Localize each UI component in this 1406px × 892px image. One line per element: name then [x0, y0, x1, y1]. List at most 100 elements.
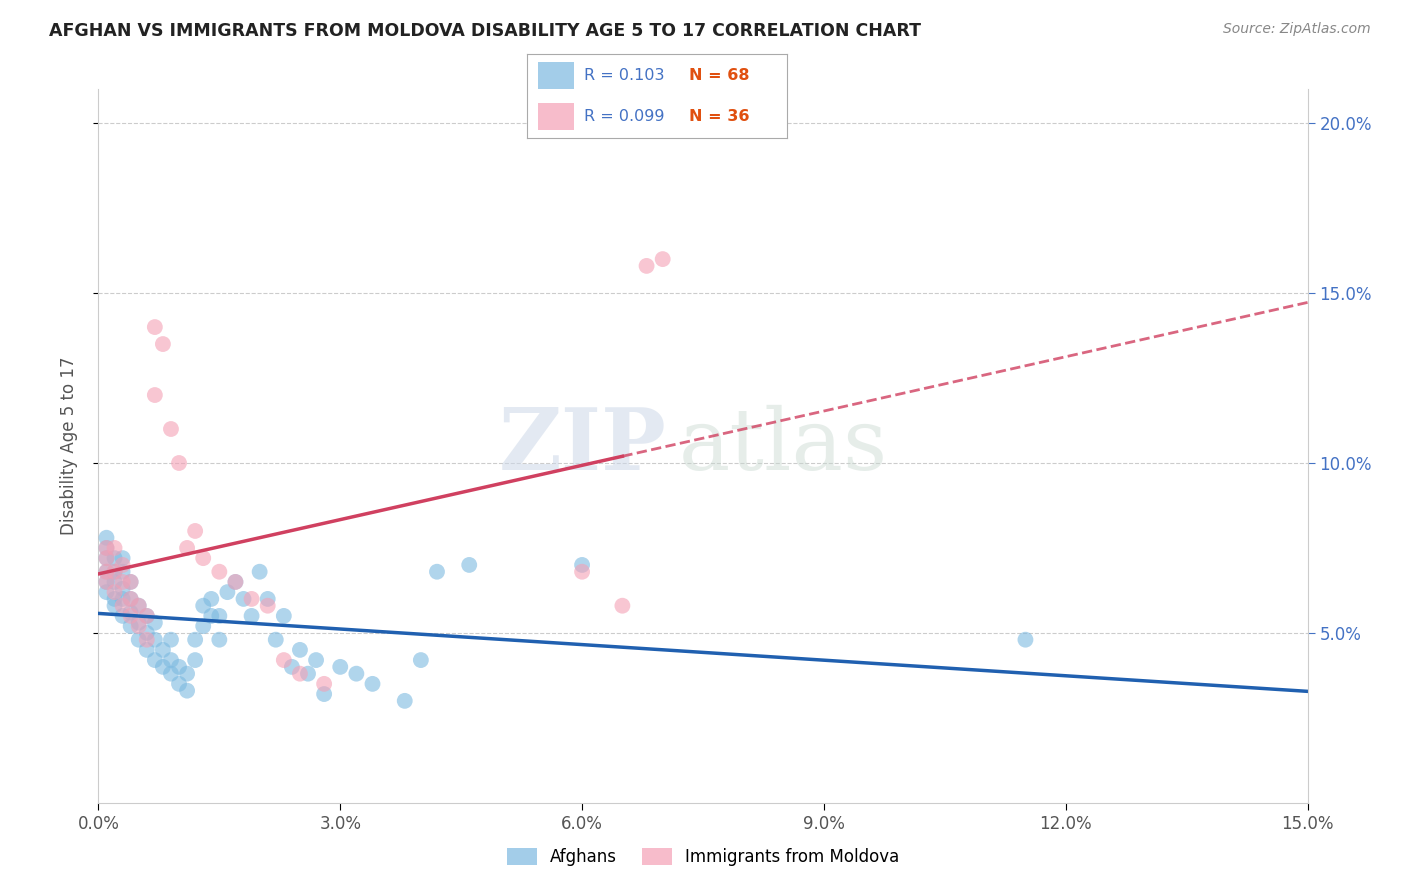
Point	[184, 524, 207, 538]
Point	[120, 619, 142, 633]
Point	[111, 582, 134, 596]
Point	[103, 585, 125, 599]
Point	[96, 531, 118, 545]
Point	[120, 574, 142, 589]
Point	[96, 574, 118, 589]
Point	[329, 660, 352, 674]
Point	[409, 653, 432, 667]
Point	[120, 608, 142, 623]
Point	[96, 585, 118, 599]
Point	[135, 608, 157, 623]
Point	[256, 599, 278, 613]
Point	[111, 608, 134, 623]
Point	[208, 565, 231, 579]
Point	[143, 632, 166, 647]
Point	[135, 643, 157, 657]
Point	[120, 591, 142, 606]
Point	[176, 666, 198, 681]
Point	[314, 687, 336, 701]
Point	[167, 456, 190, 470]
Point	[394, 694, 416, 708]
Point	[200, 591, 222, 606]
Point	[273, 653, 295, 667]
Point	[143, 388, 166, 402]
Point	[96, 565, 118, 579]
Point	[120, 591, 142, 606]
FancyBboxPatch shape	[537, 62, 574, 89]
Point	[184, 632, 207, 647]
FancyBboxPatch shape	[537, 103, 574, 130]
Point	[160, 666, 183, 681]
Point	[120, 606, 142, 620]
Point	[111, 574, 134, 589]
Text: N = 36: N = 36	[689, 109, 749, 124]
Point	[314, 677, 336, 691]
Point	[1014, 632, 1036, 647]
Point	[200, 608, 222, 623]
Point	[152, 643, 174, 657]
Text: R = 0.103: R = 0.103	[585, 68, 665, 83]
Point	[305, 653, 328, 667]
Point	[240, 608, 263, 623]
Point	[96, 551, 118, 566]
Point	[103, 541, 125, 555]
Point	[160, 632, 183, 647]
Point	[160, 653, 183, 667]
Text: R = 0.099: R = 0.099	[585, 109, 665, 124]
Point	[111, 565, 134, 579]
Point	[152, 660, 174, 674]
Point	[96, 551, 118, 566]
Point	[273, 608, 295, 623]
Point	[103, 551, 125, 566]
Point	[256, 591, 278, 606]
Point	[111, 551, 134, 566]
Point	[120, 574, 142, 589]
Point	[249, 565, 271, 579]
Point	[143, 615, 166, 630]
Point	[96, 574, 118, 589]
Point	[111, 591, 134, 606]
Point	[96, 565, 118, 579]
Point	[176, 541, 198, 555]
Point	[281, 660, 304, 674]
Point	[103, 565, 125, 579]
Point	[361, 677, 384, 691]
Point	[571, 558, 593, 572]
Point	[217, 585, 239, 599]
Point	[193, 599, 215, 613]
Point	[636, 259, 658, 273]
Point	[111, 558, 134, 572]
Point	[103, 591, 125, 606]
Point	[128, 632, 150, 647]
Point	[458, 558, 481, 572]
Point	[96, 541, 118, 555]
Point	[344, 666, 367, 681]
Point	[612, 599, 634, 613]
Text: AFGHAN VS IMMIGRANTS FROM MOLDOVA DISABILITY AGE 5 TO 17 CORRELATION CHART: AFGHAN VS IMMIGRANTS FROM MOLDOVA DISABI…	[49, 22, 921, 40]
Point	[176, 683, 198, 698]
Point	[135, 608, 157, 623]
Point	[152, 337, 174, 351]
Point	[143, 653, 166, 667]
Point	[128, 615, 150, 630]
Point	[128, 599, 150, 613]
Y-axis label: Disability Age 5 to 17: Disability Age 5 to 17	[59, 357, 77, 535]
Point	[288, 643, 311, 657]
Point	[208, 632, 231, 647]
Point	[103, 574, 125, 589]
Point	[160, 422, 183, 436]
Point	[264, 632, 287, 647]
Point	[103, 565, 125, 579]
Text: N = 68: N = 68	[689, 68, 749, 83]
Point	[103, 599, 125, 613]
Point	[208, 608, 231, 623]
Point	[167, 660, 190, 674]
Point	[288, 666, 311, 681]
Point	[167, 677, 190, 691]
Point	[224, 574, 246, 589]
Point	[135, 632, 157, 647]
Point	[297, 666, 319, 681]
Point	[571, 565, 593, 579]
Point	[240, 591, 263, 606]
Point	[135, 626, 157, 640]
